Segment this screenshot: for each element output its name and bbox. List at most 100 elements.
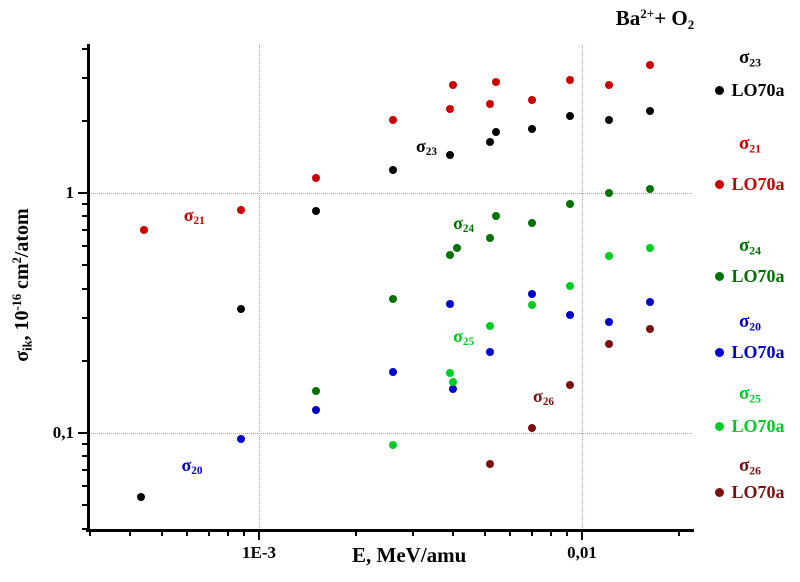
x-axis-minor-tick (160, 531, 163, 536)
series-label-s24: σ24 (453, 213, 474, 235)
point-s23 (136, 493, 145, 502)
x-tick-label: 1E-3 (242, 543, 276, 562)
series-label-text: σ (453, 213, 463, 234)
point-s23 (566, 111, 575, 120)
legend-marker-dot (715, 348, 725, 357)
legend-marker-dot (715, 488, 725, 497)
point-s23 (237, 304, 246, 313)
y-label-unit: cm (10, 263, 33, 294)
point-s24 (604, 189, 613, 197)
x-axis-minor-tick (530, 531, 533, 536)
series-label-text: 24 (462, 223, 475, 236)
point-s26 (604, 339, 613, 348)
legend-sigma-text: σ (738, 311, 750, 332)
series-label-text: σ (415, 136, 426, 157)
series-label-text: 23 (425, 146, 437, 159)
y-axis-minor-tick (82, 202, 87, 205)
legend-series-name-s25: σ25 (700, 382, 800, 412)
y-axis-minor-tick (82, 215, 87, 218)
y-axis-line (87, 44, 90, 531)
point-s26 (527, 423, 536, 432)
y-axis-minor-tick (82, 442, 87, 445)
point-s23 (311, 207, 320, 216)
legend-sigma-text: 21 (749, 142, 762, 156)
point-s23 (491, 127, 500, 136)
point-s20 (604, 318, 613, 327)
legend-source-s26: LO70a (700, 482, 800, 502)
x-axis-minor-tick (509, 531, 512, 536)
point-s20 (527, 289, 536, 298)
x-axis-minor-tick (129, 531, 132, 536)
point-s21 (139, 226, 148, 235)
point-s20 (449, 385, 458, 394)
point-s24 (527, 218, 536, 227)
y-label-exponent: -16 (10, 293, 24, 311)
point-s20 (645, 298, 654, 307)
point-s25 (486, 321, 495, 330)
x-axis-minor-tick (412, 531, 415, 536)
point-s25 (527, 301, 536, 310)
y-axis-minor-tick (82, 77, 87, 80)
point-s23 (527, 124, 536, 133)
point-s24 (452, 243, 461, 252)
legend-sigma-text: 25 (749, 392, 762, 406)
series-label-text: 21 (193, 215, 205, 228)
point-s21 (449, 80, 458, 89)
point-s25 (604, 252, 613, 261)
legend-series-name-s26: σ26 (700, 454, 800, 484)
legend-series-name-s24: σ24 (700, 234, 800, 264)
title-charge-superscript: 2+ (640, 6, 655, 21)
legend: σ23 LO70a σ21 LO70a σ24 LO70a σ20 LO70a σ25 LO70a… (700, 0, 800, 582)
y-axis-major-tick (78, 192, 87, 194)
x-axis-minor-tick (186, 531, 189, 536)
series-label-text: σ (183, 205, 194, 226)
legend-source-s24: LO70a (700, 266, 800, 286)
point-s25 (445, 368, 454, 377)
x-axis-minor-tick (226, 531, 229, 536)
y-axis-minor-tick (82, 469, 87, 472)
point-s24 (566, 199, 575, 208)
series-label-s26: σ26 (533, 386, 554, 408)
point-s21 (237, 205, 246, 214)
x-axis-major-tick (581, 531, 583, 540)
point-s25 (389, 441, 398, 450)
legend-source-s23: LO70a (700, 80, 800, 100)
y-label-unit-rest: /atom (10, 208, 33, 258)
series-label-text: 20 (191, 464, 203, 477)
x-axis-minor-tick (566, 531, 569, 536)
series-label-text: 25 (462, 336, 475, 349)
gridline-vertical (582, 45, 583, 530)
point-s24 (389, 295, 398, 304)
y-label-unit-exponent: 2 (10, 257, 24, 264)
series-label-s21: σ21 (184, 205, 205, 227)
point-s24 (491, 212, 500, 221)
series-label-text: 26 (542, 396, 554, 409)
legend-source-s25: LO70a (700, 416, 800, 436)
legend-series-name-s20: σ20 (700, 310, 800, 340)
legend-sigma-text: 26 (749, 464, 762, 478)
y-axis-minor-tick (82, 455, 87, 458)
point-s26 (566, 381, 575, 390)
gridline-horizontal (88, 433, 692, 434)
y-axis-minor-tick (82, 504, 87, 507)
point-s20 (445, 299, 454, 308)
legend-source-s21: LO70a (700, 174, 800, 194)
y-axis-major-tick (78, 432, 87, 434)
point-s23 (604, 116, 613, 125)
point-s21 (486, 99, 495, 108)
point-s21 (311, 174, 320, 183)
legend-source-label: LO70a (731, 266, 785, 286)
point-s20 (237, 435, 246, 444)
point-s26 (486, 460, 495, 469)
point-s21 (527, 96, 536, 105)
legend-source-label: LO70a (731, 342, 785, 362)
point-s24 (445, 251, 454, 260)
title-element: Ba (615, 6, 641, 31)
point-s23 (445, 150, 454, 159)
point-s23 (389, 165, 398, 174)
legend-marker-dot (715, 86, 725, 95)
legend-sigma-text: σ (738, 235, 750, 256)
point-s21 (445, 104, 454, 113)
title-target-subscript: 2 (687, 17, 695, 33)
